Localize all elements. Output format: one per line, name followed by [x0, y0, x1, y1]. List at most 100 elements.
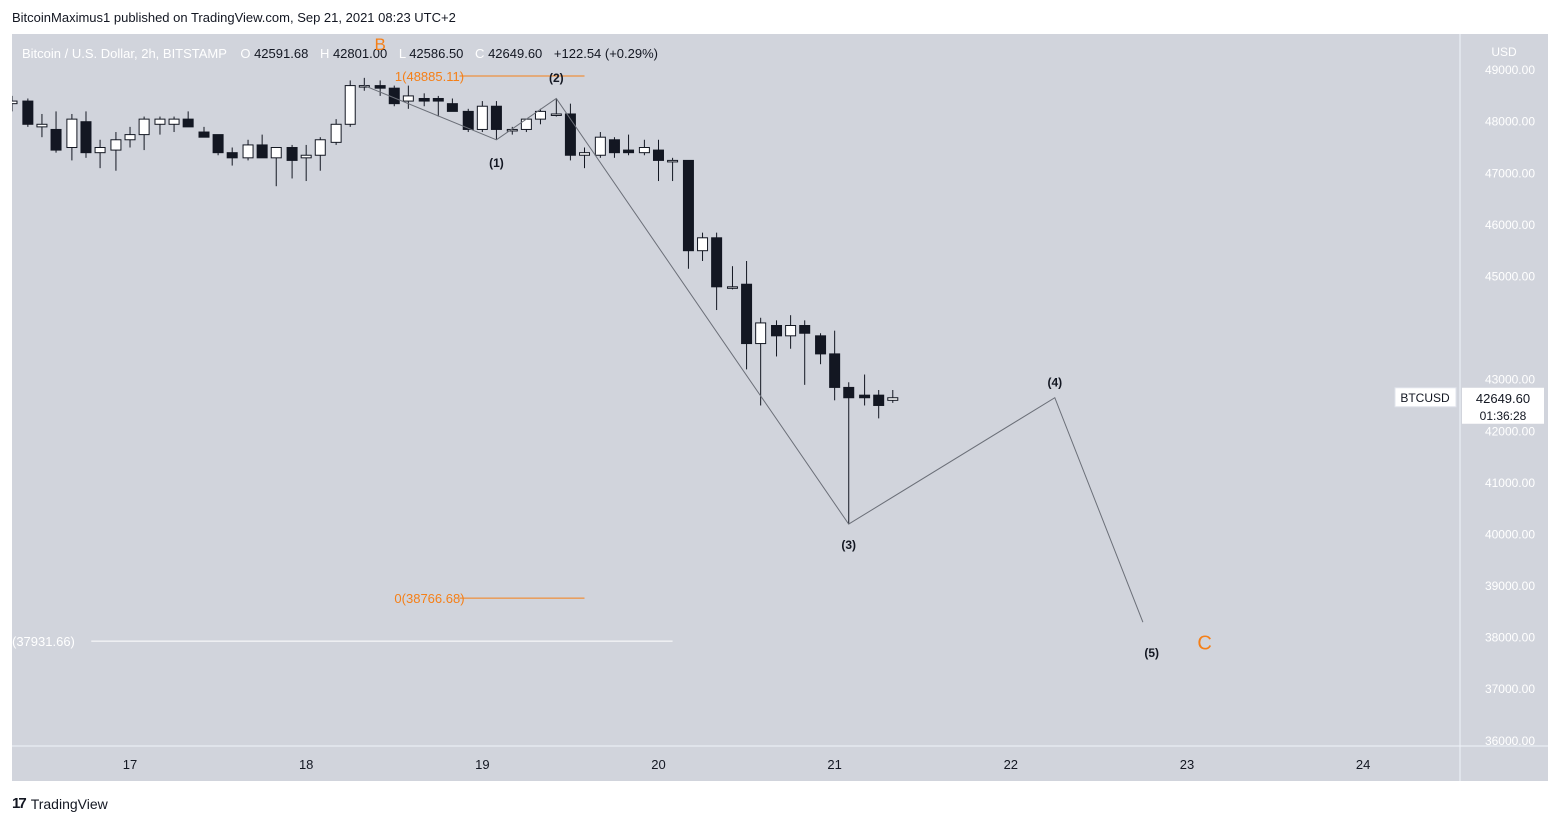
candle	[138, 116, 150, 151]
candle-body	[771, 325, 783, 337]
candle-body	[256, 144, 268, 159]
candle	[168, 116, 180, 133]
candle-body	[667, 159, 679, 163]
x-tick-label: 18	[299, 757, 313, 772]
candle	[80, 111, 92, 158]
candle-body	[270, 147, 282, 159]
candle-body	[859, 394, 871, 399]
brand-name: TradingView	[30, 795, 108, 812]
chart-frame[interactable]: USD Bitcoin / U.S. Dollar, 2h, BITSTAMP …	[6, 34, 1548, 781]
candle-body	[490, 105, 502, 130]
legend-c-label: C	[475, 46, 484, 61]
candle-body	[198, 131, 210, 138]
candle	[286, 144, 298, 179]
svg-text:Bitcoin / U.S. Dollar, 2h, BIT: Bitcoin / U.S. Dollar, 2h, BITSTAMP O 42…	[22, 46, 658, 61]
candle-body	[579, 152, 591, 156]
candle	[741, 261, 753, 370]
footer-brand[interactable]: 17 TradingView	[12, 795, 108, 812]
candle-body	[682, 159, 694, 252]
legend-c-value: 42649.60	[488, 46, 542, 61]
candle-body	[80, 121, 92, 154]
candle-body	[22, 100, 34, 125]
candle	[843, 382, 855, 525]
x-tick-label: 24	[1356, 757, 1370, 772]
candle-body	[182, 118, 194, 128]
candle-body	[432, 97, 444, 102]
candle	[859, 374, 871, 406]
candle	[388, 85, 400, 107]
candle-body	[476, 105, 488, 130]
fib-level-label: 0(38766.68)	[394, 591, 464, 606]
candle	[446, 98, 458, 112]
legend-h-value: 42801.00	[333, 46, 387, 61]
candle	[490, 101, 502, 140]
candle-body	[623, 149, 635, 154]
wave-label: (4)	[1048, 375, 1063, 389]
candle	[50, 111, 62, 153]
candle	[638, 139, 650, 156]
wave-label: C	[1197, 632, 1211, 654]
candle	[226, 147, 238, 166]
fib-level-label: 1(48885.11)	[395, 69, 464, 84]
candle-body	[36, 123, 48, 128]
candle-body	[829, 353, 841, 388]
candle-body	[418, 97, 430, 102]
x-tick-label: 23	[1180, 757, 1194, 772]
candle-body	[330, 123, 342, 143]
x-tick-label: 20	[651, 757, 665, 772]
candle	[652, 139, 664, 182]
candle	[799, 320, 811, 385]
candle-body	[815, 335, 827, 355]
candle-body	[138, 118, 150, 136]
time-axis-panel[interactable]	[12, 746, 1460, 781]
candle-body	[110, 139, 122, 151]
candle	[198, 126, 210, 138]
candle-body	[594, 136, 606, 156]
wave-label: (3)	[841, 538, 856, 552]
candle	[726, 266, 738, 290]
y-tick-label: 41000.00	[1485, 476, 1535, 490]
candle	[110, 132, 122, 171]
x-tick-label: 19	[475, 757, 489, 772]
candle	[66, 113, 78, 161]
y-tick-label: 38000.00	[1485, 631, 1535, 645]
candle	[330, 119, 342, 145]
legend-l-label: L	[399, 46, 406, 61]
candlestick-chart[interactable]: USD Bitcoin / U.S. Dollar, 2h, BITSTAMP …	[6, 34, 1548, 781]
wave-label: B	[374, 35, 385, 54]
candle-body	[300, 154, 312, 159]
candle-body	[344, 85, 356, 125]
candle-body	[94, 147, 106, 154]
candle	[697, 232, 709, 262]
candle-body	[446, 103, 458, 112]
candle	[534, 108, 546, 125]
tradingview-logo-icon: 17	[12, 795, 27, 812]
candle	[256, 134, 268, 159]
candle-body	[520, 118, 532, 130]
candle-body	[564, 113, 576, 156]
candle	[667, 157, 679, 182]
x-tick-label: 17	[123, 757, 137, 772]
candle-body	[402, 95, 414, 102]
y-tick-label: 37000.00	[1485, 682, 1535, 696]
publish-caption: BitcoinMaximus1 published on TradingView…	[12, 10, 456, 25]
legend-l-value: 42586.50	[409, 46, 463, 61]
candle	[771, 320, 783, 357]
candle	[300, 144, 312, 182]
legend-change: +122.54 (+0.29%)	[554, 46, 658, 61]
price-tag-countdown: 01:36:28	[1480, 409, 1527, 423]
candle	[36, 113, 48, 138]
candle-body	[242, 144, 254, 159]
y-tick-label: 45000.00	[1485, 269, 1535, 283]
candle-body	[843, 386, 855, 399]
candle	[550, 98, 562, 117]
candle	[314, 137, 326, 171]
candle	[270, 147, 282, 187]
wave-label: (5)	[1144, 646, 1159, 660]
y-tick-label: 46000.00	[1485, 218, 1535, 232]
wave-label: (1)	[489, 156, 504, 170]
candle-body	[6, 100, 18, 105]
candle-body	[873, 394, 885, 406]
candle	[154, 116, 166, 135]
y-tick-label: 42000.00	[1485, 424, 1535, 438]
